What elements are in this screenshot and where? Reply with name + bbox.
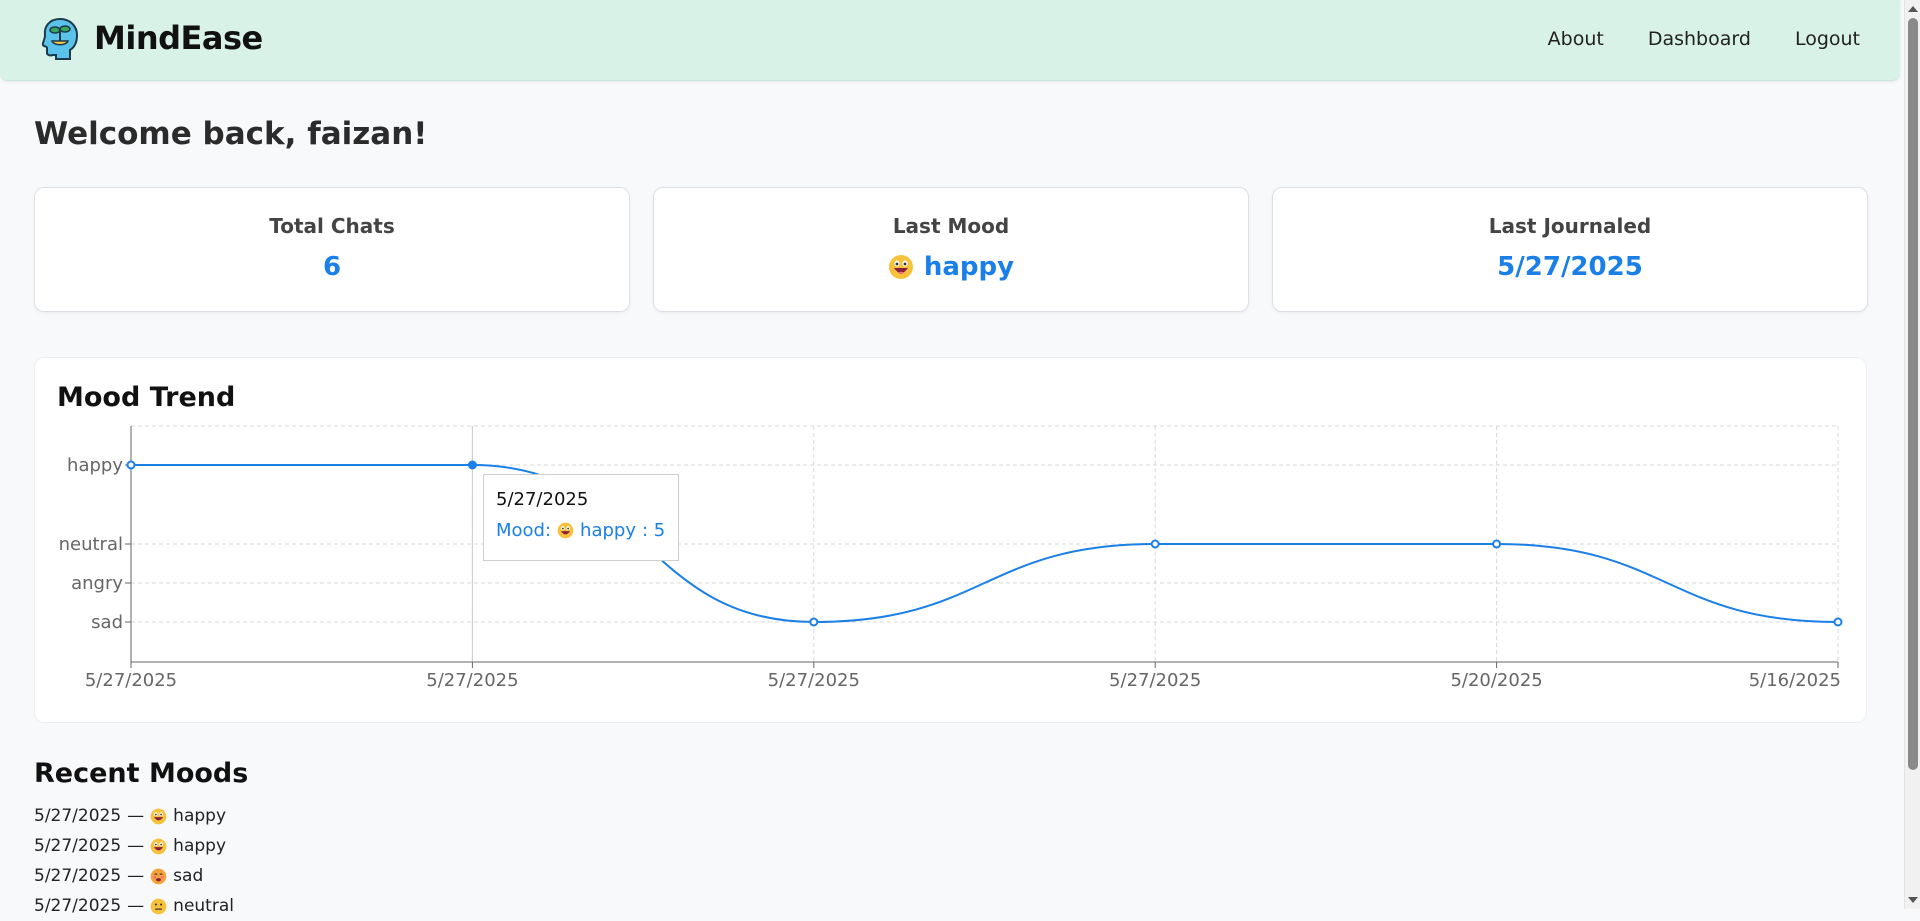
last-mood-card: Last Mood happy <box>653 187 1249 312</box>
scrollbar-thumb[interactable] <box>1908 18 1918 770</box>
y-tick-label: neutral <box>59 534 123 555</box>
recent-mood: neutral <box>173 896 234 916</box>
tooltip-mood-value: : 5 <box>642 520 666 541</box>
head-plant-icon <box>41 17 79 60</box>
sad-emoji-icon <box>150 868 167 884</box>
recent-separator: — <box>127 836 145 856</box>
list-item: 5/27/2025 — sad <box>34 861 234 891</box>
last-journaled-card: Last Journaled 5/27/2025 <box>1272 187 1868 312</box>
nav-links: About Dashboard Logout <box>1548 28 1860 50</box>
stat-label: Total Chats <box>269 214 395 238</box>
last-mood-value: happy <box>923 252 1015 282</box>
stat-value: 6 <box>35 252 629 282</box>
recent-mood: happy <box>173 806 227 826</box>
happy-emoji-icon <box>150 808 167 824</box>
brand-name: MindEase <box>94 19 263 57</box>
happy-emoji-icon <box>888 255 913 279</box>
recent-moods-title: Recent Moods <box>34 758 249 789</box>
list-item: 5/27/2025 — happy <box>34 831 234 861</box>
tooltip-mood: Mood: happy : 5 <box>496 520 665 541</box>
stat-value: happy <box>654 252 1248 282</box>
tooltip-date: 5/27/2025 <box>496 489 589 510</box>
x-tick-label: 5/20/2025 <box>1450 670 1542 691</box>
x-tick-label: 5/27/2025 <box>85 670 177 691</box>
stat-value: 5/27/2025 <box>1273 252 1867 282</box>
x-tick-label: 5/27/2025 <box>1109 670 1201 691</box>
x-tick-label: 5/27/2025 <box>426 670 518 691</box>
y-tick-label: angry <box>71 573 123 594</box>
x-tick-label: 5/16/2025 <box>1749 670 1841 691</box>
happy-emoji-icon <box>557 522 574 539</box>
data-point <box>809 617 819 627</box>
stat-label: Last Mood <box>892 214 1010 238</box>
recent-moods-list: 5/27/2025 — happy 5/27/2025 — happy 5/27… <box>34 801 234 921</box>
tooltip-mood-name: happy <box>580 520 636 541</box>
recent-date: 5/27/2025 <box>34 836 122 856</box>
total-chats-value: 6 <box>322 252 342 282</box>
recent-mood: happy <box>173 836 227 856</box>
scroll-up-arrow-icon[interactable] <box>1908 6 1918 12</box>
nav-about-link[interactable]: About <box>1547 28 1604 50</box>
mood-trend-card: Mood Trend sad angry neutral happy 5/27/2025… <box>34 357 1867 723</box>
x-tick-label: 5/27/2025 <box>768 670 860 691</box>
list-item: 5/27/2025 — neutral <box>34 891 234 921</box>
data-point <box>1492 539 1502 549</box>
data-point <box>467 460 477 470</box>
brand[interactable]: MindEase <box>40 16 263 60</box>
mood-series-line <box>131 464 1839 624</box>
tooltip-mood-label: Mood: <box>496 520 552 541</box>
y-tick-label: happy <box>67 455 123 476</box>
stat-label: Last Journaled <box>1488 214 1652 238</box>
welcome-heading: Welcome back, faizan! <box>34 116 428 152</box>
total-chats-card: Total Chats 6 <box>34 187 630 312</box>
scroll-down-arrow-icon[interactable] <box>1908 897 1918 903</box>
chart-tooltip: 5/27/2025 Mood: happy : 5 <box>483 474 679 561</box>
data-point <box>126 460 136 470</box>
nav-dashboard-link[interactable]: Dashboard <box>1647 28 1751 50</box>
last-journaled-value: 5/27/2025 <box>1497 252 1643 282</box>
data-point <box>1150 539 1160 549</box>
recent-mood: sad <box>173 866 204 886</box>
happy-emoji-icon <box>150 838 167 854</box>
y-tick-label: sad <box>91 612 123 633</box>
navbar: MindEase About Dashboard Logout <box>0 0 1900 81</box>
recent-date: 5/27/2025 <box>34 896 122 916</box>
data-point <box>1833 617 1843 627</box>
scrollbar[interactable] <box>1904 0 1920 909</box>
recent-separator: — <box>127 866 145 886</box>
recent-separator: — <box>127 896 145 916</box>
recent-date: 5/27/2025 <box>34 866 122 886</box>
neutral-emoji-icon <box>150 898 167 914</box>
nav-logout-link[interactable]: Logout <box>1794 28 1860 50</box>
recent-date: 5/27/2025 <box>34 806 122 826</box>
list-item: 5/27/2025 — happy <box>34 801 234 831</box>
recent-separator: — <box>127 806 145 826</box>
chart-title: Mood Trend <box>57 382 236 413</box>
